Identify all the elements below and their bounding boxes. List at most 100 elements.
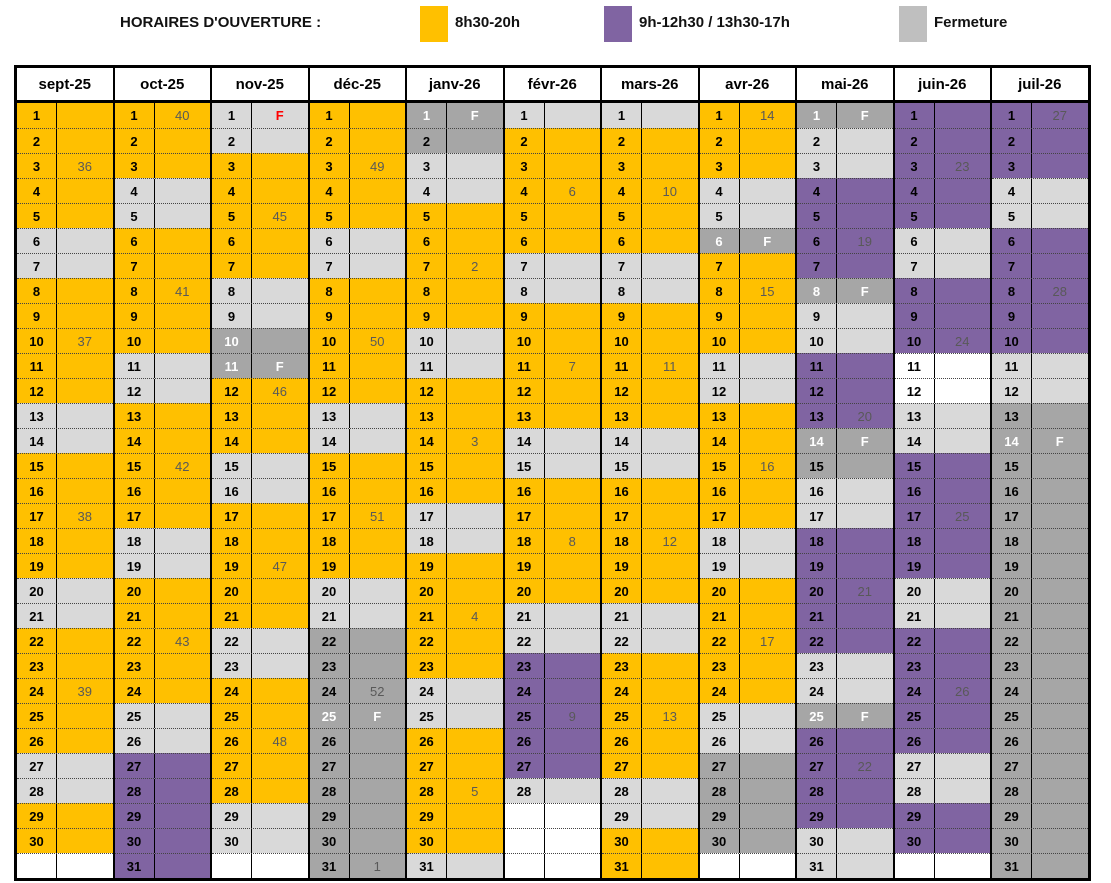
note-cell [1032, 179, 1088, 203]
calendar-row: 12 [504, 378, 600, 403]
week-number-cell: 26 [955, 683, 970, 699]
calendar-row: 11 [894, 353, 990, 378]
note-cell [252, 779, 308, 803]
calendar-row: 21 [894, 603, 990, 628]
note-cell [740, 804, 796, 828]
calendar-row: 10 [797, 328, 893, 353]
day-cell: 13 [212, 404, 252, 428]
day-cell: 9 [407, 304, 447, 328]
note-cell [1032, 504, 1088, 528]
day-cell: 14 [895, 429, 935, 453]
note-cell [350, 529, 406, 553]
day-cell [700, 854, 740, 878]
calendar-row: 31 [407, 853, 503, 878]
day-cell: 29 [602, 804, 642, 828]
calendar-row: 14 [212, 428, 308, 453]
day-cell: 11 [895, 354, 935, 378]
calendar-row: 1 [894, 103, 990, 128]
day-cell: 16 [505, 479, 545, 503]
day-cell: 1 [407, 103, 447, 128]
day-cell: 20 [700, 579, 740, 603]
day-cell: 26 [407, 729, 447, 753]
calendar-row: 12 [114, 378, 210, 403]
day-cell: 2 [407, 129, 447, 153]
note-cell [252, 754, 308, 778]
day-cell: 20 [407, 579, 447, 603]
calendar-row: 6 [894, 228, 990, 253]
note-cell [740, 604, 796, 628]
note-cell [155, 204, 211, 228]
calendar-row: 29 [17, 803, 113, 828]
calendar-row: 25 [699, 703, 795, 728]
day-cell: 16 [602, 479, 642, 503]
calendar-row: 18 [699, 528, 795, 553]
calendar-row: 9 [602, 303, 698, 328]
month-header: avr-26 [699, 68, 795, 103]
calendar-row: 7 [699, 253, 795, 278]
calendar-row: 7 [504, 253, 600, 278]
day-cell: 2 [310, 129, 350, 153]
day-cell: 2 [895, 129, 935, 153]
month-rows: 1 2 3 49 4 5 6 7 8 9 10 50 11 12 13 14 15 16 17 51 18 19 20 21 2… [309, 103, 406, 878]
calendar-row: 4 [407, 178, 503, 203]
note-cell [642, 679, 698, 703]
calendar-row: 6 [602, 228, 698, 253]
calendar-row: 9 [407, 303, 503, 328]
note-cell [837, 679, 893, 703]
note-cell [252, 679, 308, 703]
day-cell: 19 [895, 554, 935, 578]
note-cell [1032, 629, 1088, 653]
day-cell: 11 [310, 354, 350, 378]
calendar-row: 19 [17, 553, 113, 578]
calendar-row: 3 49 [309, 153, 405, 178]
note-cell [935, 654, 991, 678]
day-cell: 6 [895, 229, 935, 253]
note-cell [935, 454, 991, 478]
day-cell: 30 [17, 829, 57, 853]
note-cell [447, 554, 503, 578]
calendar-row: 7 [309, 253, 405, 278]
calendar-row: 18 [114, 528, 210, 553]
day-cell: 4 [602, 179, 642, 203]
note-cell [642, 229, 698, 253]
calendar-row: 26 [407, 728, 503, 753]
day-cell: 29 [895, 804, 935, 828]
note-cell [740, 729, 796, 753]
day-cell: 16 [700, 479, 740, 503]
month-column-nov-25: nov-25 1 F 2 3 4 5 45 6 7 8 9 10 11 F 12 46 13 14 15 16 17 18 1… [210, 68, 308, 878]
note-cell [642, 454, 698, 478]
week-number-cell: 23 [955, 158, 970, 174]
day-cell: 8 [115, 279, 155, 303]
month-column-juin-26: juin-26 1 2 3 23 4 5 6 7 8 9 10 24 11 12 13 14 15 16 17 25 18… [892, 68, 991, 878]
calendar-row: 10 50 [309, 328, 405, 353]
note-cell [447, 329, 503, 353]
day-cell: 21 [212, 604, 252, 628]
calendar-row: 26 [602, 728, 698, 753]
calendar-row: 24 [602, 678, 698, 703]
day-cell: 12 [212, 379, 252, 403]
week-number-cell: 16 [760, 458, 775, 474]
calendar-row: 10 [504, 328, 600, 353]
week-number-cell: 5 [471, 783, 479, 799]
calendar-row: 18 [407, 528, 503, 553]
calendar-row: 12 [309, 378, 405, 403]
note-cell [1032, 579, 1088, 603]
day-cell: 1 [505, 103, 545, 128]
day-cell: 23 [895, 654, 935, 678]
note-cell [1032, 704, 1088, 728]
legend-item-open-reduced: 9h-12h30 / 13h30-17h [604, 6, 790, 42]
day-cell: 27 [700, 754, 740, 778]
day-cell: 22 [17, 629, 57, 653]
day-cell: 12 [407, 379, 447, 403]
note-cell [935, 804, 991, 828]
calendar-row: 27 [407, 753, 503, 778]
calendar-row: 6 [17, 228, 113, 253]
day-cell: 4 [505, 179, 545, 203]
calendar-row: 12 [17, 378, 113, 403]
calendar-row: 7 [894, 253, 990, 278]
calendar-row: 30 [602, 828, 698, 853]
holiday-mark-cell: F [860, 433, 869, 449]
day-cell: 16 [17, 479, 57, 503]
calendar-row: 18 8 [504, 528, 600, 553]
